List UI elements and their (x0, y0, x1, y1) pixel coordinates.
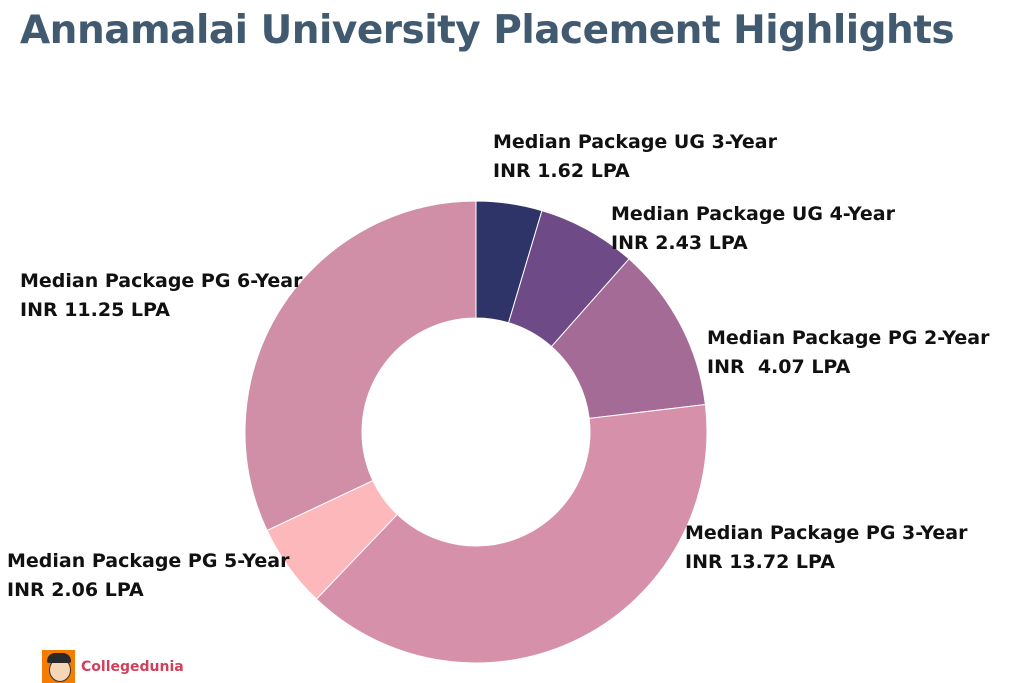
slice-value: INR 4.07 LPA (707, 356, 851, 378)
slice-label: Median Package PG 3-Year (685, 522, 968, 544)
slice-value: INR 13.72 LPA (685, 551, 835, 573)
label-pg-2-year: Median Package PG 2-Year INR 4.07 LPA (707, 324, 989, 382)
slice-value: INR 1.62 LPA (493, 160, 630, 182)
slice-value: INR 2.06 LPA (7, 579, 144, 601)
label-ug-4-year: Median Package UG 4-Year INR 2.43 LPA (611, 200, 895, 258)
donut-slice-5 (244, 200, 477, 532)
donut-slice-3 (315, 403, 708, 664)
logo-text: Collegedunia (81, 658, 184, 675)
slice-label: Median Package PG 6-Year (20, 270, 303, 292)
slice-label: Median Package UG 3-Year (493, 131, 777, 153)
slice-value: INR 2.43 LPA (611, 232, 748, 254)
slice-label: Median Package UG 4-Year (611, 203, 895, 225)
slice-label: Median Package PG 2-Year (707, 327, 990, 349)
mascot-icon (42, 650, 75, 683)
label-pg-3-year: Median Package PG 3-Year INR 13.72 LPA (685, 519, 967, 577)
label-pg-6-year: Median Package PG 6-Year INR 11.25 LPA (20, 267, 302, 325)
slice-label: Median Package PG 5-Year (7, 550, 290, 572)
chart-title: Annamalai University Placement Highlight… (20, 8, 955, 53)
collegedunia-logo: Collegedunia (42, 650, 184, 683)
slice-value: INR 11.25 LPA (20, 299, 170, 321)
label-pg-5-year: Median Package PG 5-Year INR 2.06 LPA (7, 547, 289, 605)
label-ug-3-year: Median Package UG 3-Year INR 1.62 LPA (493, 128, 777, 186)
